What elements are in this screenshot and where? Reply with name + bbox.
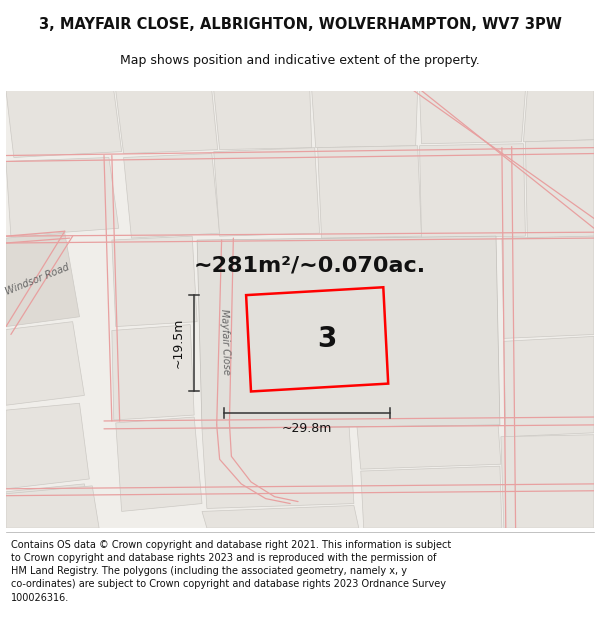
- Polygon shape: [116, 91, 218, 154]
- Text: ~19.5m: ~19.5m: [172, 318, 185, 369]
- Text: Map shows position and indicative extent of the property.: Map shows position and indicative extent…: [120, 54, 480, 68]
- Text: ~29.8m: ~29.8m: [281, 422, 332, 436]
- Polygon shape: [112, 236, 197, 327]
- Polygon shape: [6, 486, 99, 528]
- Polygon shape: [317, 146, 422, 238]
- Polygon shape: [526, 140, 594, 238]
- Polygon shape: [523, 91, 594, 142]
- Polygon shape: [357, 423, 501, 469]
- Polygon shape: [6, 403, 89, 489]
- Polygon shape: [501, 435, 594, 528]
- Text: 3: 3: [317, 326, 337, 353]
- Polygon shape: [502, 236, 594, 338]
- Text: Mayfair Close: Mayfair Close: [220, 308, 232, 374]
- Text: 3, MAYFAIR CLOSE, ALBRIGHTON, WOLVERHAMPTON, WV7 3PW: 3, MAYFAIR CLOSE, ALBRIGHTON, WOLVERHAMP…: [38, 17, 562, 32]
- Polygon shape: [116, 417, 202, 511]
- Polygon shape: [112, 324, 194, 420]
- Polygon shape: [214, 91, 312, 149]
- Polygon shape: [202, 425, 354, 509]
- Polygon shape: [312, 91, 418, 148]
- Polygon shape: [124, 154, 220, 238]
- Polygon shape: [6, 91, 594, 528]
- Polygon shape: [6, 91, 122, 158]
- Polygon shape: [6, 233, 79, 327]
- Polygon shape: [361, 466, 502, 528]
- Polygon shape: [6, 322, 85, 405]
- Text: Windsor Road: Windsor Road: [4, 262, 71, 297]
- Polygon shape: [202, 506, 359, 528]
- Polygon shape: [419, 91, 526, 144]
- Polygon shape: [214, 148, 320, 236]
- Polygon shape: [197, 236, 500, 429]
- Polygon shape: [504, 336, 594, 437]
- Polygon shape: [419, 144, 526, 238]
- Text: Contains OS data © Crown copyright and database right 2021. This information is : Contains OS data © Crown copyright and d…: [11, 540, 451, 602]
- Polygon shape: [6, 158, 119, 236]
- Polygon shape: [6, 484, 92, 528]
- Text: ~281m²/~0.070ac.: ~281m²/~0.070ac.: [194, 256, 426, 276]
